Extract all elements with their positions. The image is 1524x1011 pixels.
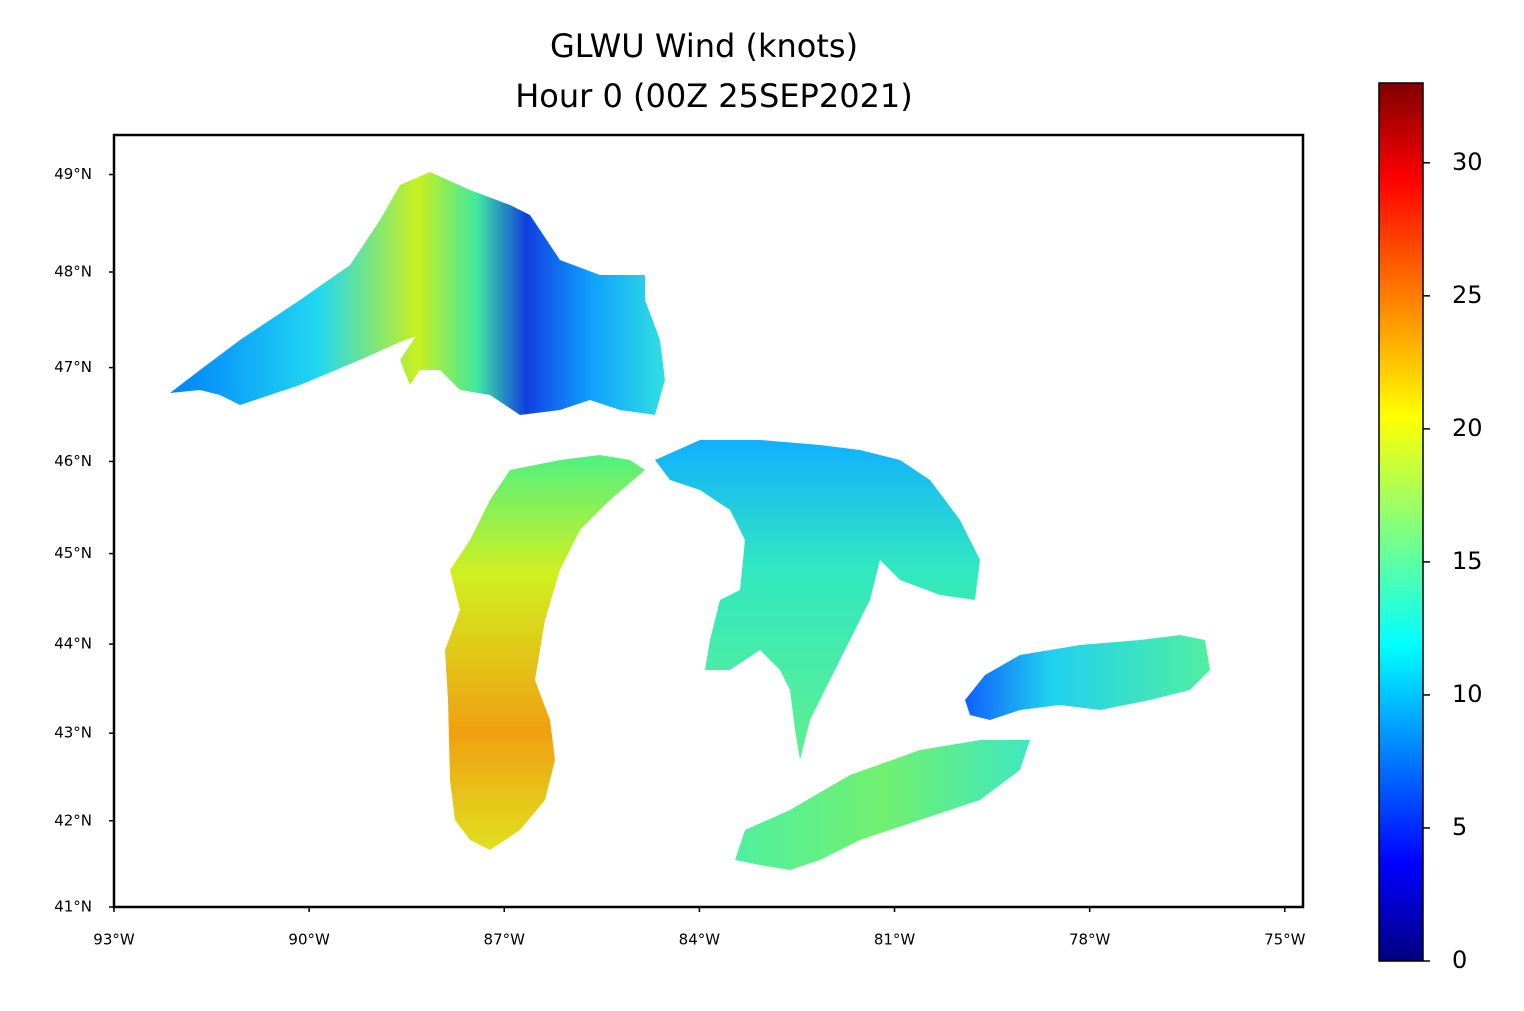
- colorbar-tick-label: 20: [1452, 414, 1483, 442]
- x-tick-label: 87°W: [484, 931, 526, 949]
- x-tick-label: 81°W: [874, 931, 916, 949]
- colorbar: [1378, 82, 1424, 962]
- y-tick-label: 41°N: [54, 898, 92, 916]
- x-tick-label: 90°W: [288, 931, 330, 949]
- x-tick-label: 78°W: [1069, 931, 1111, 949]
- colorbar-tick-label: 15: [1452, 547, 1483, 575]
- lake-superior: [170, 172, 665, 415]
- x-tick-label: 75°W: [1264, 931, 1306, 949]
- map-frame: [112, 133, 1305, 909]
- lake-ontario: [965, 635, 1210, 720]
- colorbar-tick-label: 5: [1452, 813, 1467, 841]
- lake-huron: [655, 440, 980, 760]
- lake-erie: [735, 740, 1030, 870]
- y-tick-label: 42°N: [54, 811, 92, 829]
- colorbar-tick-label: 0: [1452, 946, 1467, 974]
- x-tick-label: 84°W: [679, 931, 721, 949]
- y-tick-label: 43°N: [54, 724, 92, 742]
- y-tick-label: 46°N: [54, 452, 92, 470]
- x-tick-label: 93°W: [93, 931, 135, 949]
- lake-michigan: [445, 455, 645, 850]
- colorbar-tick-label: 10: [1452, 680, 1483, 708]
- chart-subtitle: Hour 0 (00Z 25SEP2021): [515, 77, 913, 115]
- colorbar-tick-label: 25: [1452, 281, 1483, 309]
- y-tick-label: 48°N: [54, 263, 92, 281]
- y-tick-label: 49°N: [54, 165, 92, 183]
- chart-title: GLWU Wind (knots): [550, 27, 858, 65]
- y-tick-label: 47°N: [54, 358, 92, 376]
- y-tick-label: 44°N: [54, 635, 92, 653]
- colorbar-tick-label: 30: [1452, 148, 1483, 176]
- lakes: [170, 172, 1210, 870]
- y-tick-label: 45°N: [54, 544, 92, 562]
